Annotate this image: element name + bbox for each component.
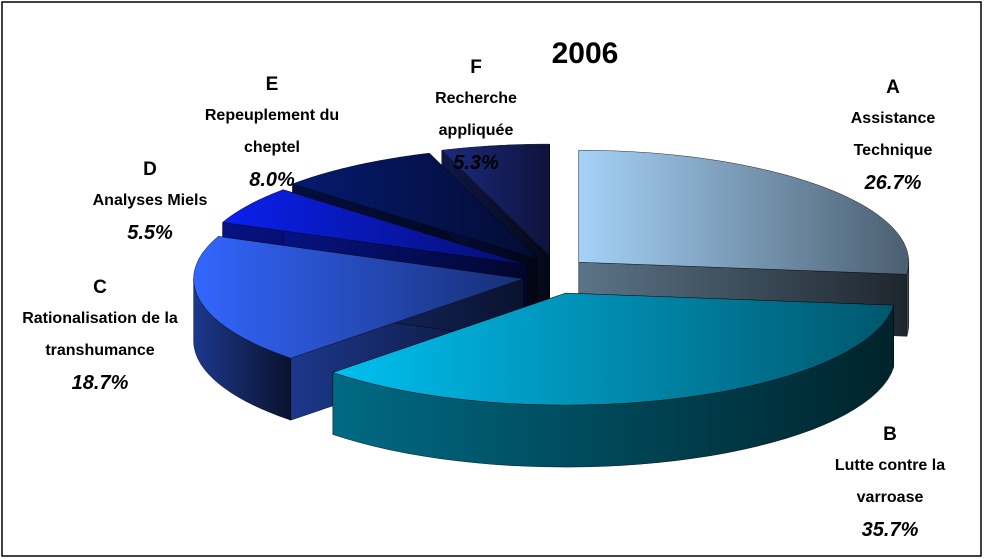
slice: [291, 152, 538, 260]
pie: [193, 143, 910, 468]
slice: [441, 143, 550, 257]
value-label: 5.3%: [453, 152, 499, 174]
category-label: Rationalisation de la transhumance: [22, 310, 178, 359]
letter: E: [265, 74, 279, 95]
letter: C: [93, 277, 107, 298]
category-label: Repeuplement du cheptel: [204, 107, 340, 156]
value-label: 8.0%: [249, 169, 295, 191]
slice-label: A Assistance Technique 26.7%: [818, 73, 968, 199]
slice: [578, 149, 910, 275]
slice-label: B Lutte contre la varroase 35.7%: [815, 420, 965, 546]
letter: B: [883, 424, 897, 445]
slice-label: D Analyses Miels 5.5%: [55, 155, 245, 249]
slice-label: F Recherche appliquée 5.3%: [411, 53, 541, 179]
slice: [222, 189, 528, 265]
category-label: Analyses Miels: [92, 192, 208, 209]
value-label: 18.7%: [71, 372, 129, 394]
slice: [193, 236, 524, 359]
value-label: 5.5%: [127, 222, 173, 244]
category-label: Assistance Technique: [850, 110, 936, 159]
chart-title: 2006: [552, 37, 619, 70]
value-label: 26.7%: [864, 172, 922, 194]
slice-label: E Repeuplement du cheptel 8.0%: [197, 70, 347, 196]
slice-label: C Rationalisation de la transhumance 18.7%: [20, 273, 180, 399]
letter: D: [143, 159, 157, 180]
category-label: Recherche appliquée: [435, 90, 517, 139]
letter: F: [470, 57, 482, 78]
slice-group: [332, 292, 894, 468]
letter: A: [886, 77, 900, 98]
value-label: 35.7%: [861, 519, 919, 541]
category-label: Lutte contre la varroase: [834, 457, 946, 506]
slice: [332, 292, 894, 406]
